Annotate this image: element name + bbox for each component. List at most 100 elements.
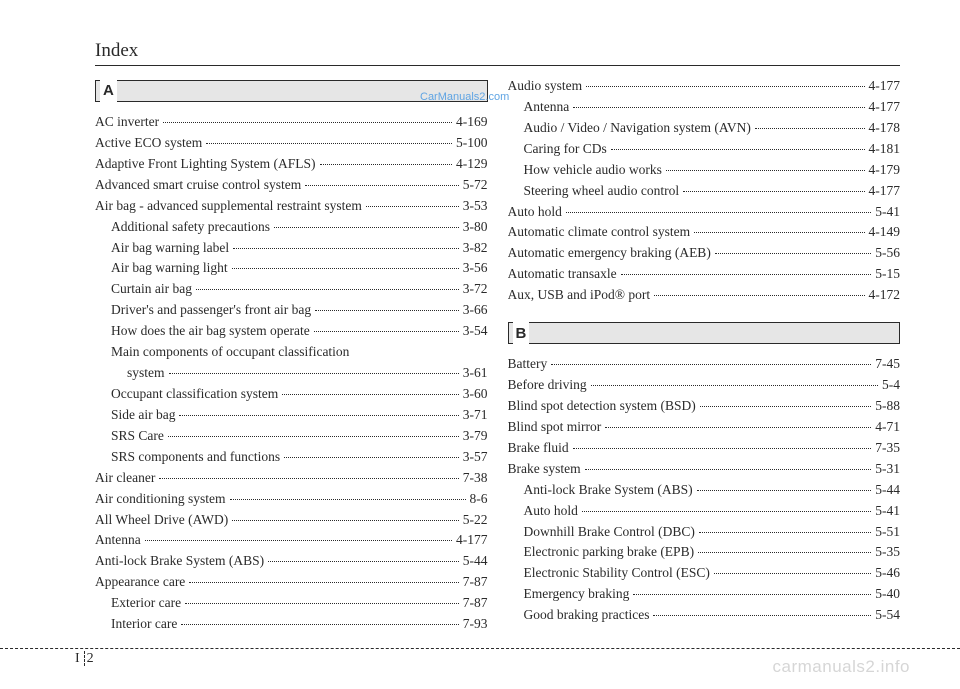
entry-page: 7-87: [460, 593, 488, 614]
leader-dots: [573, 107, 864, 108]
right-column: Audio system4-177Antenna4-177Audio / Vid…: [508, 76, 901, 635]
index-entry: Antenna4-177: [508, 97, 901, 118]
entry-page: 5-22: [460, 510, 488, 531]
leader-dots: [551, 364, 871, 365]
entry-label: Air cleaner: [95, 468, 158, 489]
index-entry: Automatic transaxle5-15: [508, 264, 901, 285]
footer-index-letter: I: [75, 651, 85, 666]
header-rule: [95, 65, 900, 66]
entry-label: Blind spot detection system (BSD): [508, 396, 699, 417]
leader-dots: [694, 232, 864, 233]
leader-dots: [611, 149, 865, 150]
entry-label: Good braking practices: [524, 605, 653, 626]
leader-dots: [755, 128, 865, 129]
index-entry: Occupant classification system3-60: [95, 384, 488, 405]
entry-label: All Wheel Drive (AWD): [95, 510, 231, 531]
index-entry: Audio system4-177: [508, 76, 901, 97]
page-container: Index CarManuals2.com A AC inverter4-169…: [0, 0, 960, 635]
index-entry: Curtain air bag 3-72: [95, 279, 488, 300]
entry-page: 5-41: [872, 202, 900, 223]
index-entry: Brake system5-31: [508, 459, 901, 480]
index-entry: Active ECO system5-100: [95, 133, 488, 154]
entry-page: 3-56: [460, 258, 488, 279]
entry-label: Auto hold: [508, 202, 565, 223]
entry-label: How does the air bag system operate: [111, 321, 313, 342]
index-entry: Automatic emergency braking (AEB) 5-56: [508, 243, 901, 264]
index-entry: Auto hold 5-41: [508, 202, 901, 223]
entry-page: 5-41: [872, 501, 900, 522]
entry-label: Side air bag: [111, 405, 178, 426]
leader-dots: [232, 520, 459, 521]
entry-page: 5-4: [879, 375, 900, 396]
entry-label: Additional safety precautions: [111, 217, 273, 238]
leader-dots: [715, 253, 871, 254]
entry-page: 8-6: [467, 489, 488, 510]
leader-dots: [282, 394, 459, 395]
leader-dots: [274, 227, 459, 228]
index-entry: Adaptive Front Lighting System (AFLS) 4-1…: [95, 154, 488, 175]
entry-page: 7-93: [460, 614, 488, 635]
entry-label: Air bag warning label: [111, 238, 232, 259]
index-entry: Advanced smart cruise control system5-72: [95, 175, 488, 196]
entry-page: 4-177: [866, 181, 901, 202]
entry-page: 5-56: [872, 243, 900, 264]
leader-dots: [169, 373, 459, 374]
entry-page: 4-178: [866, 118, 901, 139]
index-entry: Air bag warning label 3-82: [95, 238, 488, 259]
index-entry: How does the air bag system operate3-54: [95, 321, 488, 342]
entry-page: 5-35: [872, 542, 900, 563]
entry-page: 5-40: [872, 584, 900, 605]
index-entry: Air conditioning system 8-6: [95, 489, 488, 510]
entry-page: 4-129: [453, 154, 488, 175]
section-header-b: B: [508, 322, 901, 344]
entry-page: 7-38: [460, 468, 488, 489]
index-entry: Electronic Stability Control (ESC)5-46: [508, 563, 901, 584]
entry-label: Air conditioning system: [95, 489, 229, 510]
leader-dots: [683, 191, 864, 192]
entry-page: 3-71: [460, 405, 488, 426]
entry-label: Exterior care: [111, 593, 184, 614]
entry-label: How vehicle audio works: [524, 160, 665, 181]
leader-dots: [666, 170, 865, 171]
entry-label: Before driving: [508, 375, 590, 396]
index-entry: Appearance care7-87: [95, 572, 488, 593]
index-entry: Brake fluid7-35: [508, 438, 901, 459]
index-entry: system3-61: [95, 363, 488, 384]
entry-label: Antenna: [524, 97, 573, 118]
entry-page: 3-79: [460, 426, 488, 447]
entry-page: 7-35: [872, 438, 900, 459]
leader-dots: [196, 289, 459, 290]
entry-page: 3-72: [460, 279, 488, 300]
entry-label: Adaptive Front Lighting System (AFLS): [95, 154, 319, 175]
entry-page: 3-82: [460, 238, 488, 259]
watermark-text: CarManuals2.com: [420, 91, 509, 103]
leader-dots: [320, 164, 453, 165]
entry-page: 4-181: [866, 139, 901, 160]
leader-dots: [314, 331, 459, 332]
index-entry: How vehicle audio works4-179: [508, 160, 901, 181]
entry-page: 3-60: [460, 384, 488, 405]
leader-dots: [159, 478, 458, 479]
entry-label: Auto hold: [524, 501, 581, 522]
leader-dots: [366, 206, 459, 207]
entry-label: Audio system: [508, 76, 586, 97]
entry-page: 5-100: [453, 133, 488, 154]
entry-label: system: [127, 363, 168, 384]
leader-dots: [621, 274, 872, 275]
entry-label: Brake system: [508, 459, 584, 480]
index-entry: Antenna4-177: [95, 530, 488, 551]
entry-page: 5-44: [460, 551, 488, 572]
leader-dots: [268, 561, 459, 562]
entry-label: Automatic emergency braking (AEB): [508, 243, 714, 264]
site-watermark: carmanuals2.info: [773, 657, 910, 677]
entry-page: 3-53: [460, 196, 488, 217]
index-entry: Downhill Brake Control (DBC)5-51: [508, 522, 901, 543]
leader-dots: [181, 624, 458, 625]
entry-label: Curtain air bag: [111, 279, 195, 300]
index-entry: Interior care7-93: [95, 614, 488, 635]
entry-label: Anti-lock Brake System (ABS): [524, 480, 696, 501]
leader-dots: [206, 143, 452, 144]
leader-dots: [585, 469, 872, 470]
leader-dots: [582, 511, 871, 512]
leader-dots: [714, 573, 871, 574]
